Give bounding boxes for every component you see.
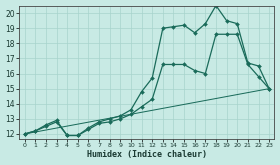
- X-axis label: Humidex (Indice chaleur): Humidex (Indice chaleur): [87, 150, 207, 159]
